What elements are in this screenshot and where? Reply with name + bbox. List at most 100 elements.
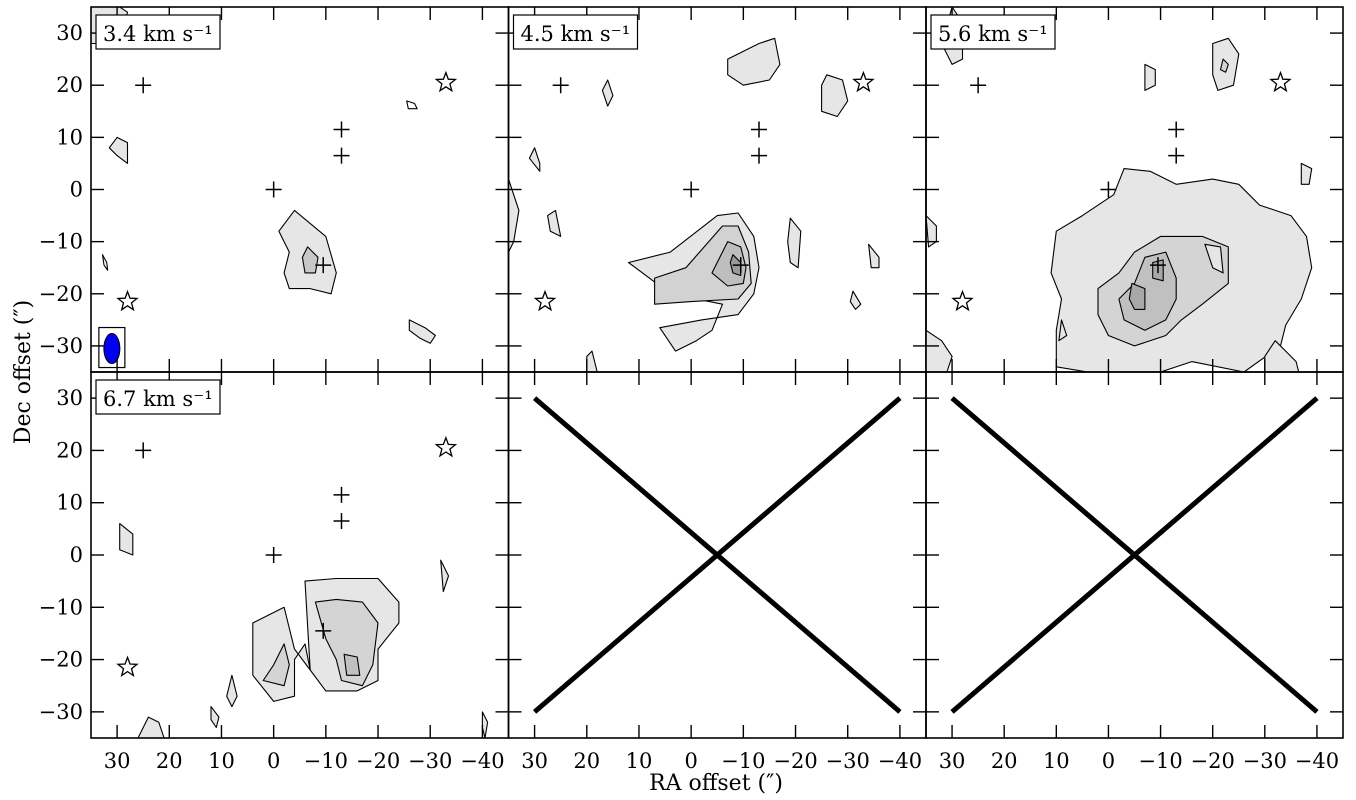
x-tick-label: −40 xyxy=(878,749,922,773)
star-marker-2 xyxy=(533,289,557,312)
contour-3-10 xyxy=(1300,162,1313,185)
contour-4-9 xyxy=(137,716,165,738)
contour-4-4 xyxy=(262,643,290,687)
cross-marker-4 xyxy=(1168,147,1185,164)
cross-marker-2 xyxy=(265,547,282,563)
star-marker-2 xyxy=(116,655,139,678)
x-tick-label: −40 xyxy=(460,749,504,773)
panel-frame xyxy=(90,6,510,373)
panel-3: 5.6 km s⁻¹ xyxy=(925,6,1344,373)
x-tick-label: −30 xyxy=(408,749,452,773)
contour-1-3 xyxy=(108,136,129,164)
contour-3-7 xyxy=(1219,58,1229,73)
y-tick-label: −30 xyxy=(39,700,83,724)
star-marker-2 xyxy=(951,289,974,312)
cross-marker-4 xyxy=(751,147,767,164)
cross-marker-2 xyxy=(1100,181,1117,198)
star-marker-1 xyxy=(434,70,458,93)
empty-panel-cross xyxy=(532,396,902,714)
panel-5: 30 20 10 0 −10 −20 −30 −40 xyxy=(507,371,927,773)
velocity-label-3: 5.6 km s⁻¹ xyxy=(930,14,1056,50)
x-axis-label: RA offset (″) xyxy=(649,771,783,796)
x-tick-label: 20 xyxy=(573,749,600,773)
x-tick-label: 10 xyxy=(626,749,653,773)
contour-4-6 xyxy=(440,559,450,593)
contour-2-9 xyxy=(547,209,562,237)
contour-2-12 xyxy=(849,290,862,310)
y-tick-label: 10 xyxy=(56,125,83,149)
x-tick-label: −20 xyxy=(1191,749,1235,773)
y-tick-label: −30 xyxy=(39,334,83,358)
x-tick-label: −30 xyxy=(1243,749,1287,773)
y-tick-label: 20 xyxy=(56,438,83,462)
contour-2-7 xyxy=(601,79,614,107)
cross-marker-5 xyxy=(315,257,332,274)
contour-1-5 xyxy=(408,319,436,344)
star-marker-1 xyxy=(434,435,458,458)
cross-marker-4 xyxy=(333,513,350,530)
star-marker-2 xyxy=(116,289,139,312)
y-tick-label: 20 xyxy=(56,73,83,97)
x-tick-label: 20 xyxy=(991,749,1018,773)
contour-1-6 xyxy=(406,100,418,110)
x-tick-label: 0 xyxy=(684,749,697,773)
contour-2-10 xyxy=(787,217,802,269)
cross-marker-1 xyxy=(135,77,152,94)
contour-3-11 xyxy=(1204,243,1224,274)
svg-text:6.7 km s⁻¹: 6.7 km s⁻¹ xyxy=(103,387,213,411)
cross-marker-3 xyxy=(333,486,350,503)
contour-3-5 xyxy=(1128,282,1146,310)
cross-marker-3 xyxy=(751,121,767,138)
contour-3-15 xyxy=(1058,319,1068,342)
empty-panel-cross xyxy=(950,396,1319,714)
panel-frame xyxy=(90,371,510,739)
panel-6: 30 20 10 0 −10 −20 −30 −40 xyxy=(925,371,1344,773)
svg-text:4.5 km s⁻¹: 4.5 km s⁻¹ xyxy=(521,22,631,46)
cross-marker-3 xyxy=(333,121,350,138)
velocity-label-4: 6.7 km s⁻¹ xyxy=(95,379,221,415)
star-marker-1 xyxy=(852,70,875,93)
contour-4-8 xyxy=(210,706,220,729)
y-tick-label: 30 xyxy=(56,386,83,410)
contour-4-5 xyxy=(119,523,134,556)
contour-2-6 xyxy=(821,74,849,118)
cross-marker-1 xyxy=(135,442,152,459)
contour-1-7 xyxy=(101,254,109,271)
velocity-label-1: 3.4 km s⁻¹ xyxy=(95,14,221,50)
panel-2: 4.5 km s⁻¹ xyxy=(507,6,927,373)
x-tick-label: 10 xyxy=(1043,749,1070,773)
y-tick-label: 0 xyxy=(70,178,83,202)
beam-ellipse xyxy=(103,333,121,365)
contour-4-10 xyxy=(481,711,489,738)
x-tick-label: −10 xyxy=(304,749,348,773)
contour-4-3 xyxy=(343,653,361,676)
contour-2-5 xyxy=(727,37,781,86)
x-tick-label: 0 xyxy=(1102,749,1115,773)
contour-2-8 xyxy=(528,147,541,172)
star-marker-1 xyxy=(1269,70,1292,93)
y-tick-label: 0 xyxy=(70,543,83,567)
cross-marker-5 xyxy=(732,257,749,274)
y-axis-label: Dec offset (″) xyxy=(11,300,36,444)
contour-2-11 xyxy=(868,243,880,269)
contour-4-2 xyxy=(314,598,379,687)
x-tick-label: 30 xyxy=(521,749,548,773)
cross-marker-2 xyxy=(265,181,282,198)
panel-4: 6.7 km s⁻¹30 20 10 0 −10 −20 −30 −403020100−10−… xyxy=(39,371,510,773)
contour-3-8 xyxy=(1144,63,1156,91)
y-tick-label: −10 xyxy=(39,230,83,254)
x-tick-label: −10 xyxy=(721,749,765,773)
contour-3-14 xyxy=(1264,340,1300,372)
x-tick-label: −20 xyxy=(773,749,817,773)
x-tick-label: 0 xyxy=(267,749,280,773)
x-tick-label: −30 xyxy=(826,749,870,773)
svg-text:5.6 km s⁻¹: 5.6 km s⁻¹ xyxy=(938,22,1048,46)
velocity-label-2: 4.5 km s⁻¹ xyxy=(512,14,639,50)
cross-marker-2 xyxy=(683,181,700,198)
contour-4-7 xyxy=(226,674,238,708)
x-tick-label: 10 xyxy=(208,749,235,773)
cross-marker-1 xyxy=(970,77,987,94)
x-tick-label: −40 xyxy=(1295,749,1339,773)
contour-2-14 xyxy=(586,350,598,372)
contour-3-13 xyxy=(926,329,953,372)
